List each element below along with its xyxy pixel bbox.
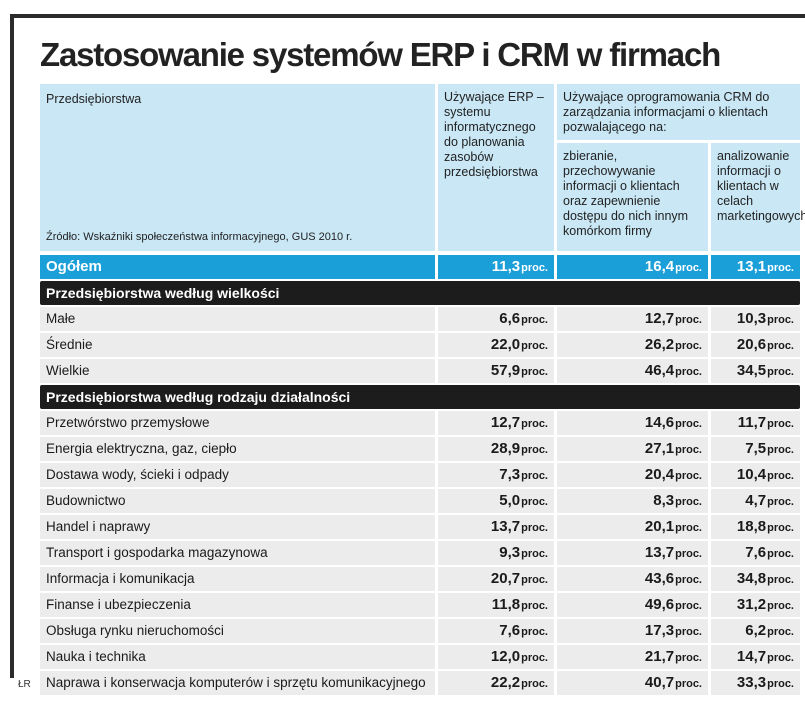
value-crm-collect: 49,6proc. <box>557 593 708 617</box>
table-row: Handel i naprawy 13,7proc. 20,1proc. 18,8pr… <box>40 515 800 541</box>
value-erp: 22,0proc. <box>438 333 554 357</box>
table-body: Ogółem 11,3proc. 16,4proc. 13,1proc. Prz… <box>40 255 800 697</box>
value-crm-collect: 14,6proc. <box>557 411 708 435</box>
value-erp: 11,8proc. <box>438 593 554 617</box>
table-row: Małe 6,6proc. 12,7proc. 10,3proc. <box>40 307 800 333</box>
value-crm-analyze: 20,6proc. <box>711 333 800 357</box>
value-erp: 28,9proc. <box>438 437 554 461</box>
frame-top-border <box>10 14 805 18</box>
row-label: Średnie <box>40 333 435 357</box>
table-row: Budownictwo 5,0proc. 8,3proc. 4,7proc. <box>40 489 800 515</box>
row-label: Energia elektryczna, gaz, ciepło <box>40 437 435 461</box>
value-crm-analyze: 11,7proc. <box>711 411 800 435</box>
table-row: Finanse i ubezpieczenia 11,8proc. 49,6proc… <box>40 593 800 619</box>
value-crm-analyze: 7,6proc. <box>711 541 800 565</box>
row-label: Dostawa wody, ścieki i odpady <box>40 463 435 487</box>
row-label: Budownictwo <box>40 489 435 513</box>
row-label: Wielkie <box>40 359 435 383</box>
table-row: Dostawa wody, ścieki i odpady 7,3proc. 20,… <box>40 463 800 489</box>
value-erp: 7,6proc. <box>438 619 554 643</box>
header-enterprises: Przedsiębiorstwa <box>46 92 142 106</box>
value-erp: 9,3proc. <box>438 541 554 565</box>
table-row: Średnie 22,0proc. 26,2proc. 20,6proc. <box>40 333 800 359</box>
total-row: Ogółem 11,3proc. 16,4proc. 13,1proc. <box>40 255 800 281</box>
section-header: Przedsiębiorstwa według wielkości <box>40 281 800 307</box>
value-crm-collect: 8,3proc. <box>557 489 708 513</box>
value-crm-collect: 20,1proc. <box>557 515 708 539</box>
value-crm-collect: 27,1proc. <box>557 437 708 461</box>
value-crm-analyze: 10,4proc. <box>711 463 800 487</box>
total-crm-analyze-value: 13,1proc. <box>711 255 800 279</box>
header-crm-collect: zbieranie, przechowywanie informacji o k… <box>557 143 708 251</box>
value-crm-analyze: 34,5proc. <box>711 359 800 383</box>
value-crm-collect: 43,6proc. <box>557 567 708 591</box>
table-row: Obsługa rynku nieruchomości 7,6proc. 17,3p… <box>40 619 800 645</box>
frame-left-border <box>10 14 14 678</box>
value-erp: 22,2proc. <box>438 671 554 695</box>
value-crm-collect: 17,3proc. <box>557 619 708 643</box>
value-crm-analyze: 10,3proc. <box>711 307 800 331</box>
total-erp-value: 11,3proc. <box>438 255 554 279</box>
row-label: Małe <box>40 307 435 331</box>
value-crm-collect: 12,7proc. <box>557 307 708 331</box>
row-label: Transport i gospodarka magazynowa <box>40 541 435 565</box>
value-erp: 12,0proc. <box>438 645 554 669</box>
table-row: Nauka i technika 12,0proc. 21,7proc. 14,7pr… <box>40 645 800 671</box>
row-label: Nauka i technika <box>40 645 435 669</box>
value-crm-analyze: 14,7proc. <box>711 645 800 669</box>
value-crm-analyze: 33,3proc. <box>711 671 800 695</box>
value-crm-analyze: 34,8proc. <box>711 567 800 591</box>
author-initials: ŁR <box>18 679 31 690</box>
page-title: Zastosowanie systemów ERP i CRM w firmac… <box>40 36 721 73</box>
total-crm-collect-value: 16,4proc. <box>557 255 708 279</box>
table-row: Wielkie 57,9proc. 46,4proc. 34,5proc. <box>40 359 800 385</box>
value-erp: 20,7proc. <box>438 567 554 591</box>
table-row: Transport i gospodarka magazynowa 9,3proc… <box>40 541 800 567</box>
header-crm-analyze: analizowanie informacji o klientach w ce… <box>711 143 805 251</box>
row-label: Obsługa rynku nieruchomości <box>40 619 435 643</box>
value-crm-collect: 46,4proc. <box>557 359 708 383</box>
row-label: Handel i naprawy <box>40 515 435 539</box>
row-label: Finanse i ubezpieczenia <box>40 593 435 617</box>
section-header: Przedsiębiorstwa według rodzaju działaln… <box>40 385 800 411</box>
table-row: Przetwórstwo przemysłowe 12,7proc. 14,6pro… <box>40 411 800 437</box>
table-row: Naprawa i konserwacja komputerów i sprzę… <box>40 671 800 697</box>
value-erp: 7,3proc. <box>438 463 554 487</box>
value-erp: 12,7proc. <box>438 411 554 435</box>
value-crm-collect: 13,7proc. <box>557 541 708 565</box>
value-crm-analyze: 7,5proc. <box>711 437 800 461</box>
value-crm-collect: 40,7proc. <box>557 671 708 695</box>
row-label: Naprawa i konserwacja komputerów i sprzę… <box>40 671 435 695</box>
value-crm-analyze: 6,2proc. <box>711 619 800 643</box>
header-crm: Używające oprogramowania CRM do zarządza… <box>557 84 800 140</box>
source-note: Źródło: Wskaźniki społeczeństwa informac… <box>46 231 353 243</box>
value-erp: 13,7proc. <box>438 515 554 539</box>
value-crm-analyze: 31,2proc. <box>711 593 800 617</box>
value-erp: 57,9proc. <box>438 359 554 383</box>
header-erp: Używające ERP – systemu informatycznego … <box>438 84 554 251</box>
row-label: Przetwórstwo przemysłowe <box>40 411 435 435</box>
total-label: Ogółem <box>40 255 435 279</box>
table-row: Energia elektryczna, gaz, ciepło 28,9proc… <box>40 437 800 463</box>
value-crm-collect: 26,2proc. <box>557 333 708 357</box>
section-title: Przedsiębiorstwa według wielkości <box>40 281 800 305</box>
section-title: Przedsiębiorstwa według rodzaju działaln… <box>40 385 800 409</box>
table-row: Informacja i komunikacja 20,7proc. 43,6pro… <box>40 567 800 593</box>
value-crm-analyze: 4,7proc. <box>711 489 800 513</box>
header-enterprises-cell: Przedsiębiorstwa Źródło: Wskaźniki społe… <box>40 84 435 251</box>
row-label: Informacja i komunikacja <box>40 567 435 591</box>
table-header: Przedsiębiorstwa Źródło: Wskaźniki społe… <box>40 84 805 251</box>
value-crm-collect: 20,4proc. <box>557 463 708 487</box>
value-crm-analyze: 18,8proc. <box>711 515 800 539</box>
value-crm-collect: 21,7proc. <box>557 645 708 669</box>
value-erp: 6,6proc. <box>438 307 554 331</box>
value-erp: 5,0proc. <box>438 489 554 513</box>
